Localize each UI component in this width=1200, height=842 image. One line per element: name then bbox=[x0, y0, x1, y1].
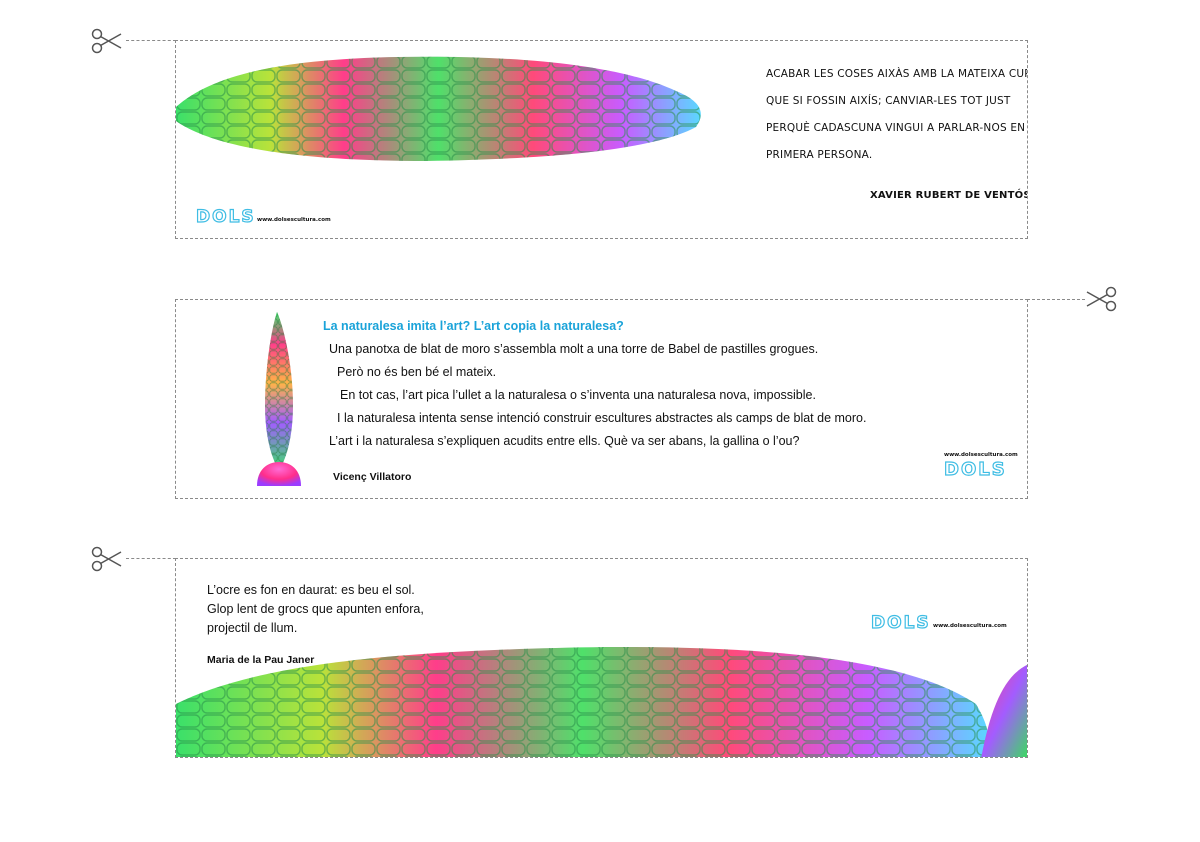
text-line: projectil de llum. bbox=[207, 621, 298, 635]
cut-line bbox=[126, 40, 176, 41]
dols-logo: DOLS bbox=[195, 206, 256, 227]
website-url[interactable]: www.dolsescultura.com bbox=[257, 217, 331, 223]
website-url[interactable]: www.dolsescultura.com bbox=[933, 623, 1007, 629]
corn-tower-sculpture-image bbox=[257, 312, 301, 486]
scissors-icon bbox=[91, 546, 122, 572]
dols-logo: DOLS bbox=[943, 458, 1007, 480]
dols-logo: DOLS bbox=[870, 612, 931, 633]
website-url[interactable]: www.dolsescultura.com bbox=[944, 452, 1018, 458]
text-line: L’art i la naturalesa s’expliquen acudit… bbox=[329, 434, 800, 448]
scissors-icon bbox=[1086, 286, 1117, 312]
quote-card-janer: L’ocre es fon en daurat: es beu el sol. … bbox=[175, 558, 1028, 758]
text-line: Però no és ben bé el mateix. bbox=[337, 365, 497, 379]
quote-line: PERQUÈ CADASCUNA VINGUI A PARLAR-NOS EN bbox=[766, 122, 1026, 134]
quote-line: QUE SI FOSSIN AIXÍS; CANVIAR-LES TOT JUS… bbox=[766, 95, 1011, 107]
quote-line: ACABAR LES COSES AIXÀS AMB LA MATEIXA CU… bbox=[766, 68, 1028, 80]
quote-card-rubert: ACABAR LES COSES AIXÀS AMB LA MATEIXA CU… bbox=[175, 40, 1028, 239]
cut-line bbox=[126, 558, 176, 559]
cut-line bbox=[1027, 299, 1085, 300]
text-line: I la naturalesa intenta sense intenció c… bbox=[337, 411, 867, 425]
card-heading: La naturalesa imita l’art? L’art copia l… bbox=[323, 319, 624, 333]
quote-card-villatoro: La naturalesa imita l’art? L’art copia l… bbox=[175, 299, 1028, 499]
quote-author: Vicenç Villatoro bbox=[333, 471, 412, 483]
quote-line: PRIMERA PERSONA. bbox=[766, 149, 873, 161]
quote-author: Maria de la Pau Janer bbox=[207, 654, 315, 666]
text-line: Glop lent de grocs que apunten enfora, bbox=[207, 602, 424, 616]
text-line: En tot cas, l’art pica l’ullet a la natu… bbox=[340, 388, 816, 402]
corn-sculpture-image bbox=[176, 56, 701, 161]
scissors-icon bbox=[91, 28, 122, 54]
text-line: Una panotxa de blat de moro s’assembla m… bbox=[329, 342, 819, 356]
corn-sculpture-image bbox=[176, 646, 1027, 757]
quote-author: XAVIER RUBERT DE VENTÓS bbox=[870, 190, 1028, 201]
text-line: L’ocre es fon en daurat: es beu el sol. bbox=[207, 583, 415, 597]
